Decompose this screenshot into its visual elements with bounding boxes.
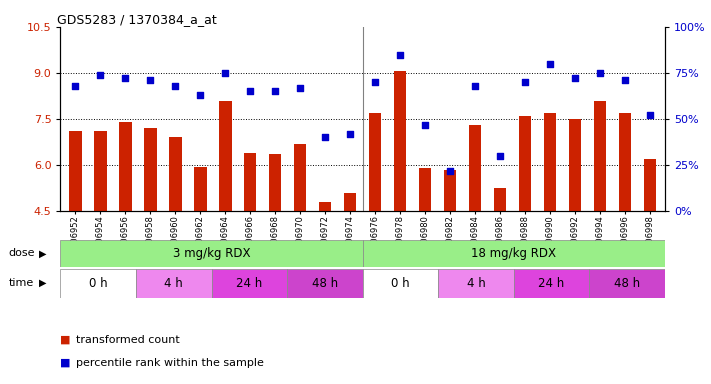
Bar (212, 269, 287, 298)
Point (95, 72, 106, 78)
Bar (419, 168, 432, 211)
Point (70, 83, 81, 89)
Point (195, 92, 206, 98)
Text: ■: ■ (60, 335, 71, 345)
Bar (594, 101, 606, 211)
Point (619, 77, 631, 83)
Text: percentile rank within the sample: percentile rank within the sample (76, 358, 264, 368)
Text: 24 h: 24 h (236, 277, 262, 290)
Bar (394, 71, 406, 211)
Text: 18 mg/kg RDX: 18 mg/kg RDX (471, 247, 556, 260)
Text: 4 h: 4 h (466, 277, 486, 290)
Bar (444, 170, 456, 211)
Point (245, 88, 256, 94)
Bar (136, 269, 212, 298)
Text: 3 mg/kg RDX: 3 mg/kg RDX (173, 247, 250, 260)
Bar (363, 240, 665, 267)
Point (170, 83, 181, 89)
Point (294, 84, 306, 91)
Bar (69, 131, 82, 211)
Point (644, 112, 656, 118)
Bar (169, 137, 181, 211)
Bar (269, 154, 282, 211)
Text: 0 h: 0 h (391, 277, 410, 290)
Bar (219, 101, 232, 211)
Text: 48 h: 48 h (312, 277, 338, 290)
Point (570, 75, 581, 81)
Bar (60, 240, 363, 267)
Point (494, 153, 506, 159)
Point (344, 131, 356, 137)
Bar (119, 122, 132, 211)
Bar (194, 167, 206, 211)
Point (419, 121, 431, 127)
Text: 0 h: 0 h (89, 277, 107, 290)
Bar (94, 131, 107, 211)
Text: GDS5283 / 1370384_a_at: GDS5283 / 1370384_a_at (58, 13, 217, 26)
Point (519, 79, 530, 85)
Bar (589, 269, 665, 298)
Bar (569, 119, 581, 211)
Point (469, 83, 481, 89)
Bar (60, 269, 136, 298)
Bar (244, 153, 257, 211)
Bar (438, 269, 514, 298)
Bar (514, 269, 589, 298)
Point (269, 88, 281, 94)
Text: 4 h: 4 h (164, 277, 183, 290)
Text: ▶: ▶ (39, 248, 47, 258)
Point (319, 134, 331, 141)
Bar (363, 269, 438, 298)
Point (144, 77, 156, 83)
Bar (493, 188, 506, 211)
Bar (519, 116, 531, 211)
Point (395, 51, 406, 58)
Bar (287, 269, 363, 298)
Bar (544, 113, 556, 211)
Bar (144, 128, 156, 211)
Text: ▶: ▶ (39, 278, 47, 288)
Point (444, 167, 456, 174)
Text: 48 h: 48 h (614, 277, 640, 290)
Bar (369, 113, 381, 211)
Point (220, 70, 231, 76)
Bar (319, 202, 331, 211)
Point (594, 70, 606, 76)
Bar (469, 125, 481, 211)
Bar (643, 159, 656, 211)
Bar (619, 113, 631, 211)
Point (370, 79, 381, 85)
Point (119, 75, 131, 81)
Text: transformed count: transformed count (76, 335, 180, 345)
Point (544, 61, 555, 67)
Text: 24 h: 24 h (538, 277, 565, 290)
Text: ■: ■ (60, 358, 71, 368)
Bar (344, 193, 356, 211)
Text: time: time (9, 278, 34, 288)
Text: dose: dose (9, 248, 35, 258)
Bar (294, 144, 306, 211)
